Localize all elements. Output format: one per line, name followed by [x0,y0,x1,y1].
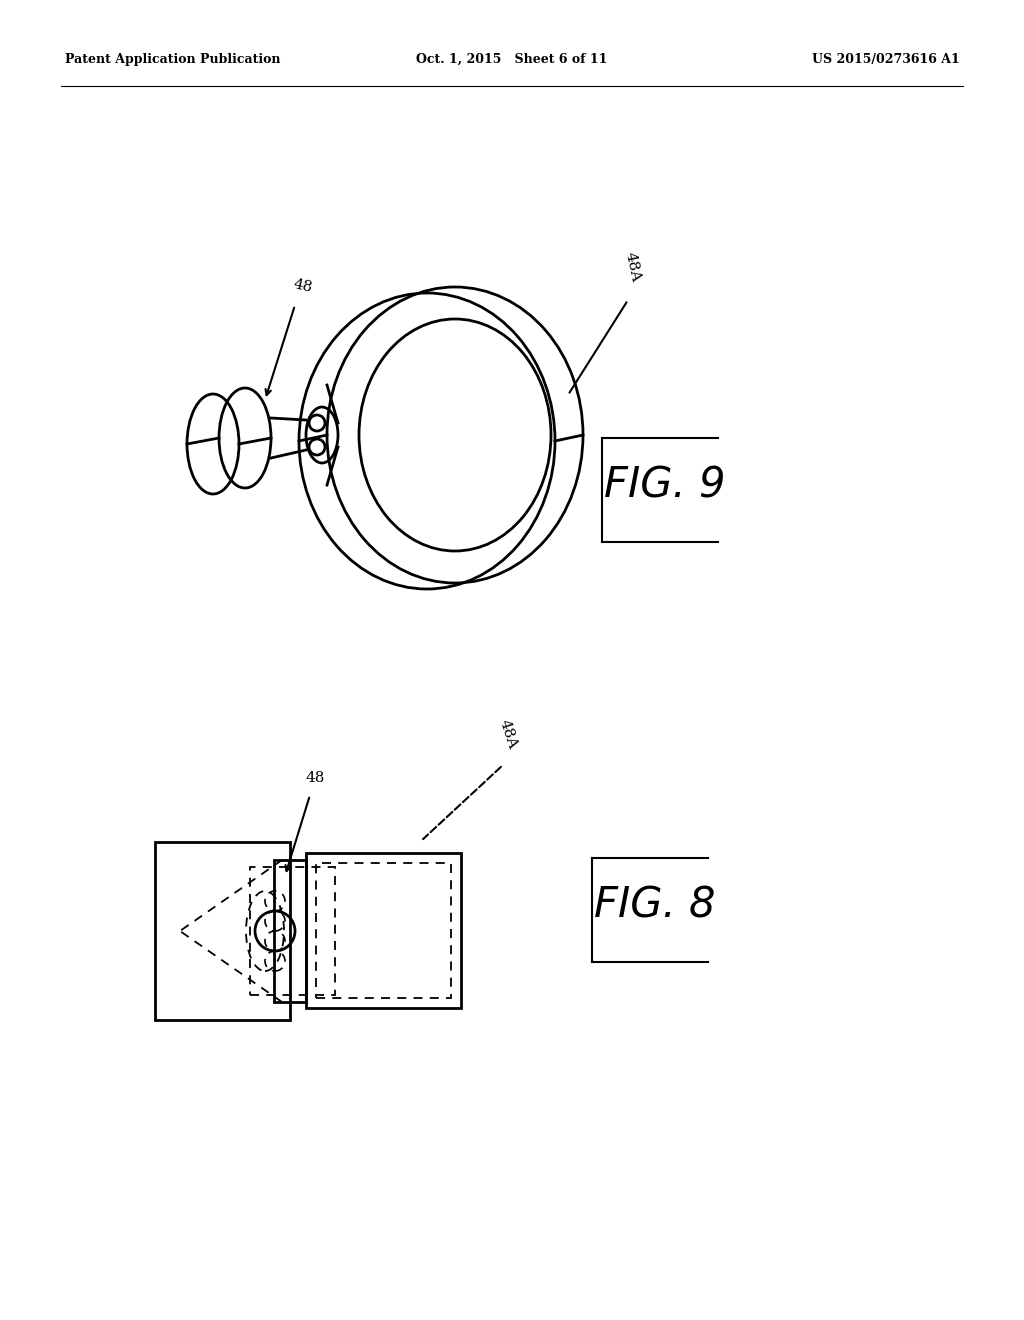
Bar [274,861,306,1002]
Text: FIG. 9: FIG. 9 [604,465,726,506]
Text: Patent Application Publication: Patent Application Publication [65,53,281,66]
Text: 48A: 48A [623,251,643,282]
Text: 48: 48 [292,277,314,294]
Text: FIG. 8: FIG. 8 [594,884,716,927]
Bar [250,867,335,995]
Text: 48A: 48A [497,718,519,751]
Bar [155,842,290,1020]
Text: Oct. 1, 2015   Sheet 6 of 11: Oct. 1, 2015 Sheet 6 of 11 [417,53,607,66]
Bar [306,853,461,1008]
Bar [316,863,451,998]
Text: 48: 48 [305,771,325,785]
Text: US 2015/0273616 A1: US 2015/0273616 A1 [812,53,961,66]
